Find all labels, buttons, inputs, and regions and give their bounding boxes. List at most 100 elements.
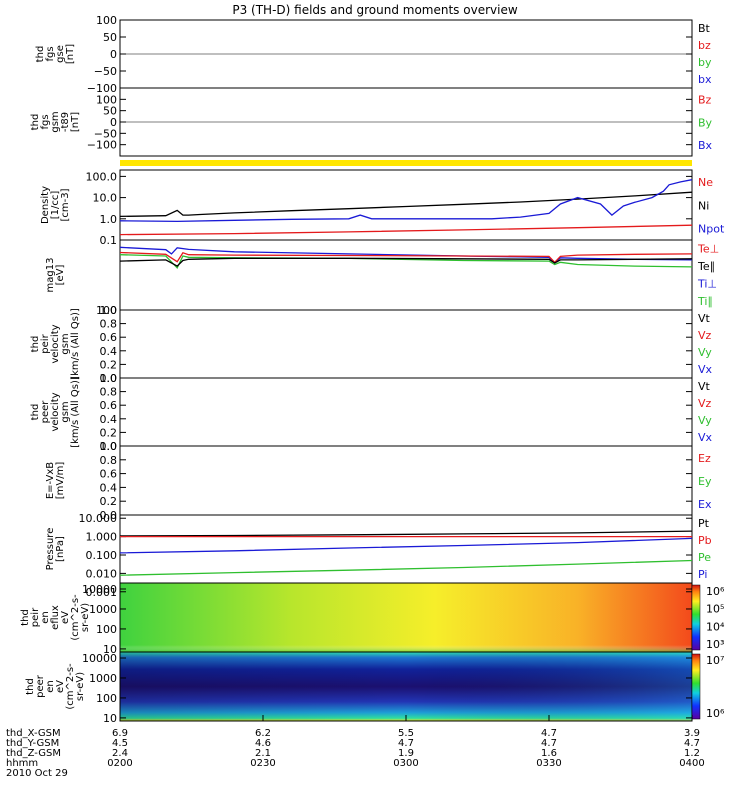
ylabel-peer-eflux: eV <box>55 680 66 693</box>
ytick-label-density: 10.0 <box>93 192 118 205</box>
legend-temperature-Ti∥: Ti∥ <box>697 295 713 308</box>
ylabel-peer-velocity: peer <box>40 400 51 424</box>
xaxis-value: 4.7 <box>684 738 700 749</box>
ytick-label-fgs-gsm: −50 <box>94 127 117 140</box>
ytick-label-peir-eflux: 10 <box>103 643 117 656</box>
date-label: 2010 Oct 29 <box>6 768 68 779</box>
panel-frame-peir-velocity <box>119 309 693 379</box>
ylabel-peer-velocity: thd <box>30 404 41 421</box>
ylabel-fgs-gsm: -t89 <box>60 112 71 132</box>
ytick-label-efield: 0.8 <box>100 454 118 467</box>
ylabel-peer-eflux: (cm^2-s- <box>65 663 76 710</box>
colorbar-label-peir-eflux: 10⁶ <box>706 585 725 598</box>
legend-peir-velocity-Vt: Vt <box>698 312 711 325</box>
legend-temperature-Te⊥: Te⊥ <box>697 243 719 256</box>
ylabel-peer-eflux: thd <box>25 678 36 695</box>
ytick-label-peir-velocity: 0.0 <box>100 372 118 385</box>
ytick-label-fgs-gse: −50 <box>94 65 117 78</box>
ytick-label-peir-velocity: 0.8 <box>100 318 118 331</box>
ylabel-temperature: mag13 <box>45 258 56 293</box>
ylabel-fgs-gsm: fgs <box>40 114 51 129</box>
ytick-label-peir-eflux: 10000 <box>82 583 117 596</box>
legend-fgs-gsm-Bx: Bx <box>698 139 713 152</box>
xaxis-value: 2.1 <box>255 748 271 759</box>
series-temperature-Te⊥ <box>119 251 693 264</box>
legend-efield-Ex: Ex <box>698 498 712 511</box>
ytick-label-peir-eflux: 1000 <box>89 603 117 616</box>
xaxis-value: 4.7 <box>398 738 414 749</box>
ytick-label-efield: 0.4 <box>100 481 118 494</box>
legend-fgs-gse-bz: bz <box>698 39 711 52</box>
ylabel-peer-velocity: velocity <box>50 392 61 431</box>
ytick-label-fgs-gsm: −100 <box>87 139 117 152</box>
series-temperature-Ti∥ <box>119 254 693 270</box>
ylabel-fgs-gse: thd <box>35 46 46 63</box>
legend-density-Npot: Npot <box>698 223 725 236</box>
ytick-label-peer-eflux: 100 <box>96 692 117 705</box>
ylabel-peir-velocity: velocity <box>50 324 61 363</box>
ylabel-density: Density <box>40 186 51 224</box>
ylabel-peir-velocity: thd <box>30 336 41 353</box>
legend-peir-velocity-Vz: Vz <box>698 329 712 342</box>
xaxis-value: 4.7 <box>541 738 557 749</box>
ylabel-peir-eflux: thd <box>20 609 31 626</box>
legend-efield-Ey: Ey <box>698 475 712 488</box>
ylabel-peer-velocity: [km/s (All Qs)] <box>70 376 81 448</box>
xaxis-row-label-thd_Z-GSM: thd_Z-GSM <box>6 748 61 759</box>
xaxis-value: 4.5 <box>112 738 128 749</box>
ylabel-density: [cm-3] <box>60 188 71 221</box>
series-density-Ne <box>119 224 693 236</box>
xaxis-value: 0330 <box>536 758 561 769</box>
colorbar-peir-eflux <box>691 584 701 651</box>
ytick-label-efield: 0.0 <box>100 509 118 522</box>
electron-spectrogram-shade <box>120 652 692 721</box>
colorbar-peer-eflux <box>691 653 701 720</box>
ylabel-peir-velocity: [km/s (All Qs)] <box>70 308 81 380</box>
panel-frame-peer-velocity <box>119 377 693 447</box>
ytick-label-fgs-gsm: 0 <box>110 116 117 129</box>
ytick-label-density: 1.0 <box>100 213 118 226</box>
xaxis-value: 6.9 <box>112 728 128 739</box>
legend-fgs-gsm-Bz: Bz <box>698 94 712 107</box>
ylabel-fgs-gsm: gsm <box>50 111 61 132</box>
ylabel-peir-eflux: eflux <box>50 605 61 630</box>
xaxis-value: 1.2 <box>684 748 700 759</box>
series-pressure-Pi <box>119 537 693 554</box>
legend-pressure-Pt: Pt <box>698 517 710 530</box>
series-pressure-Pt <box>119 530 693 537</box>
ylabel-fgs-gse: fgs <box>45 46 56 61</box>
ytick-label-peer-velocity: 0.0 <box>100 440 118 453</box>
ytick-label-fgs-gsm: 100 <box>96 93 117 106</box>
colorbar-label-peir-eflux: 10⁴ <box>706 620 725 633</box>
ytick-label-peer-eflux: 10000 <box>82 652 117 665</box>
ylabel-peir-eflux: peir <box>30 607 41 627</box>
ion-spectrogram-shade <box>120 583 692 652</box>
ytick-label-pressure: 10.000 <box>79 512 118 525</box>
xaxis-value: 0300 <box>393 758 418 769</box>
series-density-Npot <box>119 179 693 223</box>
ylabel-peer-eflux: peer <box>35 674 46 698</box>
ylabel-pressure: Pressure <box>45 528 56 571</box>
ytick-label-fgs-gse: 50 <box>103 31 117 44</box>
legend-fgs-gse-by: by <box>698 56 712 69</box>
xaxis-row-label-hhmm: hhmm <box>6 758 38 769</box>
ylabel-peir-eflux: en <box>40 611 51 624</box>
ylabel-pressure: [nPa] <box>55 536 66 562</box>
xaxis-value: 6.2 <box>255 728 271 739</box>
ylabel-efield: E=-VxB <box>45 462 56 499</box>
legend-density-Ni: Ni <box>698 199 709 212</box>
ytick-label-efield: 0.6 <box>100 468 118 481</box>
ytick-label-peir-velocity: 0.2 <box>100 358 118 371</box>
colorbar-label-peer-eflux: 10⁷ <box>706 654 724 667</box>
ylabel-fgs-gsm: thd <box>30 114 41 131</box>
ytick-label-density: 100.0 <box>86 170 118 183</box>
ytick-label-peer-eflux: 1000 <box>89 672 117 685</box>
xaxis-value: 4.6 <box>255 738 271 749</box>
ytick-label-peer-eflux: 10 <box>103 712 117 725</box>
xaxis-value: 5.5 <box>398 728 414 739</box>
legend-peer-velocity-Vt: Vt <box>698 380 711 393</box>
ylabel-fgs-gse: [nT] <box>65 44 76 64</box>
panel-frame-density <box>119 169 693 241</box>
legend-peir-velocity-Vx: Vx <box>698 363 713 376</box>
